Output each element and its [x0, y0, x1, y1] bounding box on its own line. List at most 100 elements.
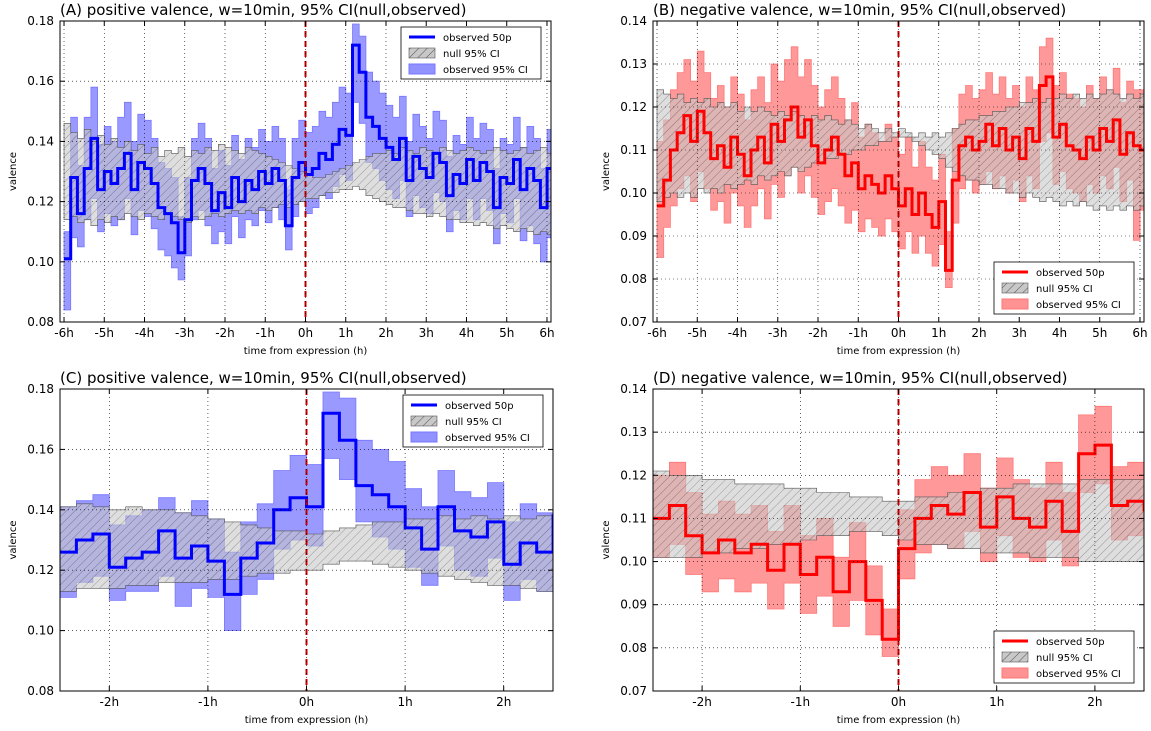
- legend-label: null 95% CI: [443, 49, 500, 60]
- legend-label: observed 95% CI: [445, 433, 530, 444]
- y-axis-label: valence: [8, 521, 19, 560]
- legend-swatch-null: [1001, 282, 1029, 294]
- legend: observed 50p null 95% CI observed 95% CI: [993, 630, 1135, 684]
- y-tick-label: 0.10: [27, 255, 54, 269]
- y-tick-label: 0.10: [27, 624, 54, 638]
- legend-swatch-observed: [410, 431, 438, 443]
- panel-b: -6h -5h -4h -3h -2h -1h 0h 1h 2h 3h 4h 5h 6h 0.07 0.08…: [601, 1, 1148, 357]
- panel-title: (A) positive valence, w=10min, 95% CI(nu…: [60, 1, 466, 19]
- y-tick-label: 0.10: [620, 186, 647, 200]
- y-tick-label: 0.14: [27, 134, 54, 148]
- x-tick-label: 0h: [891, 695, 906, 709]
- x-tick-label: -5h: [94, 326, 114, 340]
- y-axis-label: valence: [601, 152, 612, 191]
- y-tick-label: 0.11: [620, 511, 647, 525]
- y-tick-label: 0.16: [27, 74, 54, 88]
- x-tick-label: -1h: [198, 695, 218, 709]
- x-tick-label: -2h: [692, 695, 712, 709]
- x-tick-label: 4h: [459, 326, 474, 340]
- x-tick-label: 2h: [378, 326, 393, 340]
- x-tick-label: -4h: [728, 326, 748, 340]
- y-tick-label: 0.07: [620, 315, 647, 329]
- legend-swatch-null: [1001, 651, 1029, 663]
- y-tick-label: 0.09: [620, 598, 647, 612]
- plot-layer: [60, 389, 553, 691]
- x-tick-label: 0h: [891, 326, 906, 340]
- legend-swatch-observed: [408, 63, 436, 75]
- x-axis-label: time from expression (h): [837, 715, 961, 726]
- y-tick-label: 0.07: [620, 684, 647, 698]
- null-ci-band: [60, 503, 553, 592]
- legend-label: observed 50p: [445, 401, 514, 412]
- y-tick-label: 0.14: [620, 14, 647, 28]
- y-tick-label: 0.14: [620, 382, 647, 396]
- panel-title: (B) negative valence, w=10min, 95% CI(nu…: [653, 1, 1066, 19]
- x-tick-label: -6h: [54, 326, 74, 340]
- y-tick-label: 0.11: [620, 143, 647, 157]
- y-tick-label: 0.08: [620, 641, 647, 655]
- y-tick-label: 0.14: [27, 503, 54, 517]
- x-tick-label: -2h: [215, 326, 235, 340]
- panel-d: -2h -1h 0h 1h 2h 0.07 0.08 0.09 0.10 0.11 0.12 0.13…: [601, 369, 1145, 726]
- y-tick-label: 0.16: [27, 442, 54, 456]
- x-tick-label: 4h: [1052, 326, 1067, 340]
- x-axis-label: time from expression (h): [837, 346, 961, 357]
- x-tick-label: 3h: [419, 326, 434, 340]
- null-ci-band: [63, 123, 551, 235]
- median-line: [60, 411, 553, 596]
- y-tick-label: 0.13: [620, 57, 647, 71]
- x-tick-label: -3h: [768, 326, 788, 340]
- legend-swatch-observed: [1001, 298, 1029, 310]
- y-tick-label: 0.12: [27, 195, 54, 209]
- x-tick-label: 6h: [539, 326, 554, 340]
- x-tick-label: -6h: [647, 326, 667, 340]
- legend: observed 50p null 95% CI observed 95% CI: [400, 26, 542, 80]
- x-tick-label: 0h: [298, 326, 313, 340]
- legend-label: null 95% CI: [1036, 653, 1093, 664]
- x-tick-label: -1h: [791, 695, 811, 709]
- x-axis-label: time from expression (h): [245, 715, 369, 726]
- x-tick-label: 0h: [299, 695, 314, 709]
- x-tick-label: -1h: [848, 326, 868, 340]
- x-tick-label: -1h: [255, 326, 275, 340]
- y-axis-label: valence: [601, 521, 612, 560]
- legend-swatch-null: [408, 47, 436, 59]
- x-tick-label: -2h: [100, 695, 120, 709]
- x-tick-label: 2h: [496, 695, 511, 709]
- panel-c: -2h -1h 0h 1h 2h 0.08 0.10 0.12 0.14 0.16 0.18 (C) …: [8, 369, 554, 726]
- x-tick-label: 6h: [1132, 326, 1147, 340]
- y-tick-label: 0.09: [620, 229, 647, 243]
- panel-title: (C) positive valence, w=10min, 95% CI(nu…: [60, 369, 467, 387]
- legend-label: null 95% CI: [445, 417, 502, 428]
- legend-swatch-null: [410, 415, 438, 427]
- y-tick-label: 0.10: [620, 555, 647, 569]
- x-tick-label: 1h: [397, 695, 412, 709]
- median-line: [657, 75, 1144, 272]
- legend-swatch-observed: [1001, 667, 1029, 679]
- x-tick-label: -3h: [175, 326, 195, 340]
- legend-label: observed 95% CI: [443, 65, 528, 76]
- y-tick-label: 0.12: [620, 100, 647, 114]
- x-tick-label: -5h: [687, 326, 707, 340]
- x-tick-label: 2h: [971, 326, 986, 340]
- legend-label: observed 50p: [1036, 637, 1105, 648]
- y-tick-label: 0.18: [27, 382, 54, 396]
- y-tick-label: 0.12: [27, 563, 54, 577]
- plot-layer: [63, 21, 551, 322]
- y-tick-label: 0.12: [620, 468, 647, 482]
- x-tick-label: 1h: [338, 326, 353, 340]
- y-tick-label: 0.13: [620, 425, 647, 439]
- legend-label: observed 50p: [443, 33, 512, 44]
- y-axis-label: valence: [8, 152, 19, 191]
- panel-title: (D) negative valence, w=10min, 95% CI(nu…: [653, 369, 1068, 387]
- panel-a: -6h -5h -4h -3h -2h -1h 0h 1h 2h 3h 4h 5h 6h 0.08 0.10…: [8, 1, 555, 357]
- plot-layer: [653, 389, 1144, 691]
- legend-label: observed 95% CI: [1036, 300, 1121, 311]
- y-tick-label: 0.08: [27, 315, 54, 329]
- null-ci-band: [653, 470, 1144, 567]
- x-tick-label: 1h: [931, 326, 946, 340]
- x-tick-label: -2h: [808, 326, 828, 340]
- x-tick-label: 1h: [989, 695, 1004, 709]
- x-tick-label: -4h: [135, 326, 155, 340]
